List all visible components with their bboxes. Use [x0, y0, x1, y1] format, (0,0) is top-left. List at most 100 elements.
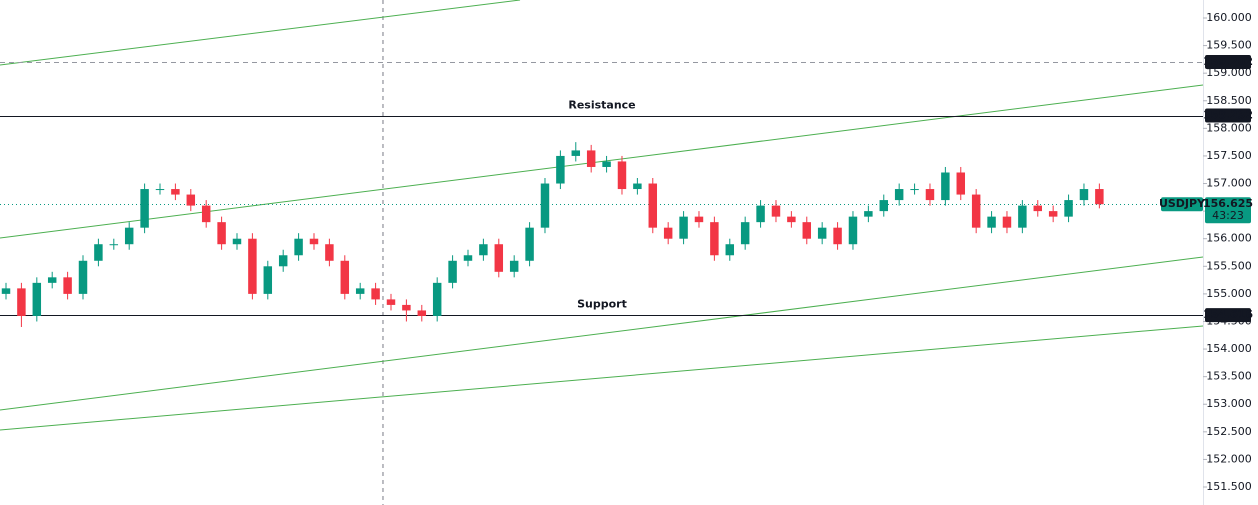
candle-body — [663, 227, 673, 239]
candle-body — [78, 260, 88, 294]
candle-body — [756, 205, 765, 223]
candle-body — [941, 172, 950, 201]
candle-body — [140, 189, 149, 228]
candle-body — [1079, 189, 1089, 201]
price-tag — [1205, 308, 1251, 323]
candle-body — [725, 244, 735, 256]
y-tick-label: 152.000 — [1206, 452, 1252, 465]
candle-body — [186, 194, 196, 206]
y-tick-label: 159.000 — [1206, 66, 1252, 79]
candle-body — [894, 189, 904, 201]
candle-body — [278, 255, 288, 267]
y-tick-label: 157.500 — [1206, 149, 1252, 162]
level-name: Support — [577, 298, 627, 311]
candle-body — [556, 155, 565, 184]
candle-body — [987, 216, 996, 228]
candle-body — [63, 277, 72, 294]
candle-body — [155, 189, 165, 191]
y-tick-label: 157.000 — [1206, 177, 1252, 190]
candle-body — [109, 244, 119, 246]
candle-body — [787, 216, 796, 223]
candle-body — [232, 238, 242, 245]
candle-body — [633, 183, 642, 190]
y-tick-label: 155.000 — [1206, 287, 1252, 300]
candle-body — [417, 310, 427, 316]
candle-body — [47, 277, 57, 283]
candle-body — [432, 282, 442, 316]
candle-body — [586, 150, 596, 167]
candle-body — [848, 216, 858, 245]
candle-body — [694, 216, 704, 223]
price-tag-label: 154.616 — [1203, 308, 1253, 321]
candle-body — [171, 189, 180, 195]
candle-body — [864, 211, 873, 217]
candle-body — [325, 244, 334, 261]
candle-body — [710, 222, 719, 256]
trendline — [0, 84, 1204, 239]
candle-body — [771, 205, 781, 217]
trendline — [0, 325, 1204, 431]
candle-body — [124, 227, 134, 245]
candle-body — [679, 216, 688, 239]
price-tag — [1205, 55, 1251, 70]
candle-body — [1033, 205, 1042, 212]
candle-body — [1, 288, 11, 294]
trendline — [0, 0, 521, 66]
candle-body — [740, 222, 750, 245]
candle-body — [201, 205, 211, 223]
candle-body — [910, 189, 919, 191]
candle-body — [971, 194, 981, 228]
y-tick-label: 155.500 — [1206, 259, 1252, 272]
price-tag-label: 158.232 — [1203, 109, 1253, 122]
price-tag-label: 159.202 — [1203, 55, 1253, 68]
candle-body — [371, 288, 380, 300]
candle-body — [925, 189, 935, 201]
candle-body — [479, 244, 488, 256]
y-tick-label: 154.000 — [1206, 342, 1252, 355]
y-tick-label: 151.500 — [1206, 480, 1252, 493]
candle-body — [602, 161, 611, 167]
y-tick-label: 158.000 — [1206, 121, 1252, 134]
candle-body — [817, 227, 827, 239]
candle-body — [448, 260, 457, 283]
price-tag — [1205, 108, 1251, 123]
candle-body — [879, 200, 889, 212]
level-name: Resistance — [568, 99, 635, 112]
candle-body — [463, 255, 473, 261]
price-tag-label: 156.625 — [1203, 197, 1253, 210]
candle-body — [1002, 216, 1012, 228]
candle-body — [340, 260, 350, 294]
price-tag — [1205, 197, 1251, 224]
candle-body — [386, 299, 396, 305]
symbol-tag — [1161, 197, 1203, 212]
y-tick-label: 159.500 — [1206, 39, 1252, 52]
candle-body — [248, 238, 257, 294]
candle-body — [956, 172, 966, 195]
candle-body — [1048, 211, 1058, 217]
candle-body — [617, 161, 627, 190]
candle-body — [309, 238, 319, 245]
countdown: 43:23 — [1212, 209, 1244, 222]
y-tick-label: 160.000 — [1206, 11, 1252, 24]
candle-body — [509, 260, 519, 272]
y-tick-label: 156.000 — [1206, 232, 1252, 245]
candle-body — [94, 244, 103, 261]
candle-body — [494, 244, 504, 272]
candle-body — [355, 288, 365, 294]
candle-body — [17, 288, 26, 316]
candle-body — [1064, 200, 1073, 217]
y-tick-label: 153.500 — [1206, 370, 1252, 383]
candle-body — [263, 266, 273, 294]
symbol-label: USDJPY — [1159, 197, 1206, 210]
candle-body — [802, 222, 812, 239]
candle-body — [1018, 205, 1027, 228]
y-tick-label: 153.000 — [1206, 397, 1252, 410]
candle-body — [540, 183, 550, 228]
trendline — [0, 256, 1204, 411]
candle-body — [571, 150, 581, 156]
candle-body — [833, 227, 842, 245]
y-tick-label: 152.500 — [1206, 425, 1252, 438]
candle-body — [525, 227, 534, 261]
